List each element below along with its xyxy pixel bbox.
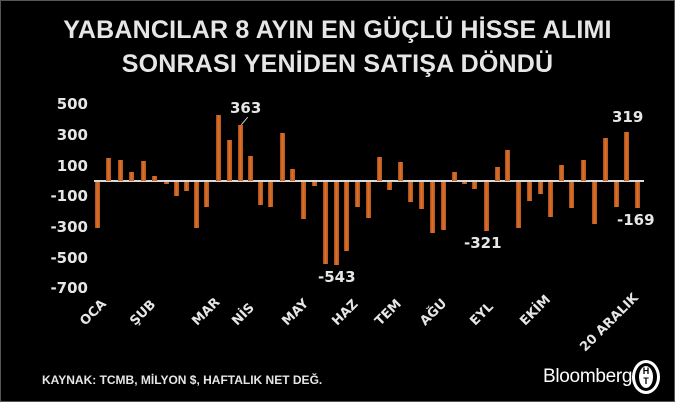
bar	[301, 182, 306, 219]
bar	[484, 182, 489, 232]
bar	[312, 182, 317, 186]
data-label: 363	[230, 99, 262, 117]
bar	[559, 164, 564, 181]
bar	[248, 155, 253, 181]
bar	[377, 157, 382, 181]
bar	[164, 182, 169, 185]
bar	[355, 182, 360, 208]
bar	[603, 138, 608, 181]
bar	[408, 182, 413, 202]
bar	[548, 182, 553, 217]
chart-title-line2: SONRASI YENİDEN SATIŞA DÖNDÜ	[121, 50, 554, 78]
bar	[495, 167, 500, 181]
y-tick-label: 500	[56, 95, 88, 114]
bar	[527, 182, 532, 202]
bar	[106, 157, 111, 181]
bar	[118, 159, 123, 181]
data-label: -169	[617, 211, 655, 229]
bar	[366, 182, 371, 219]
bar	[204, 182, 209, 207]
bar	[227, 140, 232, 181]
y-tick-label: -300	[50, 218, 88, 237]
bar	[441, 182, 446, 230]
bar	[141, 161, 146, 181]
bar	[268, 182, 273, 207]
bloomberg-brand: Bloomberg	[543, 366, 633, 387]
data-label: -321	[464, 234, 502, 252]
bar	[538, 182, 543, 194]
bar	[194, 182, 199, 229]
bar	[129, 171, 134, 181]
bar	[516, 182, 521, 229]
bar	[216, 114, 221, 181]
bar	[581, 160, 586, 181]
bar	[152, 176, 157, 181]
bar	[452, 171, 457, 181]
y-tick-label: -500	[50, 248, 88, 267]
bar	[258, 182, 263, 206]
zero-baseline	[94, 180, 644, 182]
bar	[238, 125, 243, 181]
bar	[290, 169, 295, 181]
y-tick-label: 300	[56, 125, 88, 144]
bar	[624, 132, 629, 181]
bar	[387, 182, 392, 191]
y-tick-label: -700	[50, 279, 88, 298]
bar	[419, 182, 424, 209]
source-note: KAYNAK: TCMB, MİLYON $, HAFTALIK NET DEĞ…	[42, 373, 323, 387]
y-tick-label: -100	[50, 187, 88, 206]
bar	[174, 182, 179, 196]
bar	[95, 182, 100, 229]
bar	[323, 182, 328, 265]
bar	[344, 182, 349, 252]
y-tick-label: 100	[56, 156, 88, 175]
bar	[635, 182, 640, 208]
data-label: 319	[612, 108, 644, 126]
bar	[334, 182, 339, 266]
bar	[505, 149, 510, 181]
bar	[462, 182, 467, 185]
bar	[569, 182, 574, 209]
bar	[592, 182, 597, 225]
data-label: -543	[318, 268, 356, 286]
bar	[430, 182, 435, 234]
bar	[184, 182, 189, 192]
bar	[280, 133, 285, 181]
bar	[398, 161, 403, 181]
chart-title-line1: YABANCILAR 8 AYIN EN GÜÇLÜ HİSSE ALIMI	[63, 16, 612, 44]
bar	[614, 182, 619, 208]
bar	[472, 182, 477, 189]
